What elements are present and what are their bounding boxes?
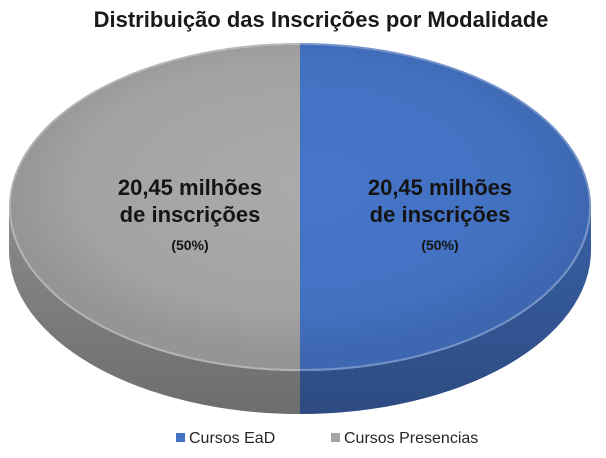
data-label-value: 20,45 milhões <box>118 175 262 200</box>
pie-slice-top <box>9 43 300 371</box>
pie-side-walls <box>9 207 591 414</box>
data-label-unit: de inscrições <box>370 202 511 227</box>
data-label-percent: (50%) <box>421 237 458 253</box>
pie-3d <box>9 43 591 414</box>
pie-slice-side <box>300 207 591 414</box>
pie-slice-side <box>9 207 300 414</box>
legend: Cursos EaD Cursos Presencias <box>176 430 478 447</box>
legend-swatch <box>331 433 340 442</box>
legend-label: Cursos EaD <box>189 430 275 447</box>
pie-slice-top <box>300 43 591 371</box>
data-label-percent: (50%) <box>171 237 208 253</box>
pie-top-faces <box>9 43 591 371</box>
legend-item-cursos-presencias: Cursos Presencias <box>331 430 478 447</box>
legend-item-cursos-ead: Cursos EaD <box>176 430 275 447</box>
legend-swatch <box>176 433 185 442</box>
data-label-unit: de inscrições <box>120 202 261 227</box>
data-label-cursos-presencias: 20,45 milhões de inscrições (50%) <box>118 175 262 253</box>
data-label-cursos-ead: 20,45 milhões de inscrições (50%) <box>368 175 512 253</box>
chart-title: Distribuição das Inscrições por Modalida… <box>94 7 549 32</box>
data-label-value: 20,45 milhões <box>368 175 512 200</box>
legend-label: Cursos Presencias <box>344 430 478 447</box>
pie-top-rim <box>9 43 591 371</box>
